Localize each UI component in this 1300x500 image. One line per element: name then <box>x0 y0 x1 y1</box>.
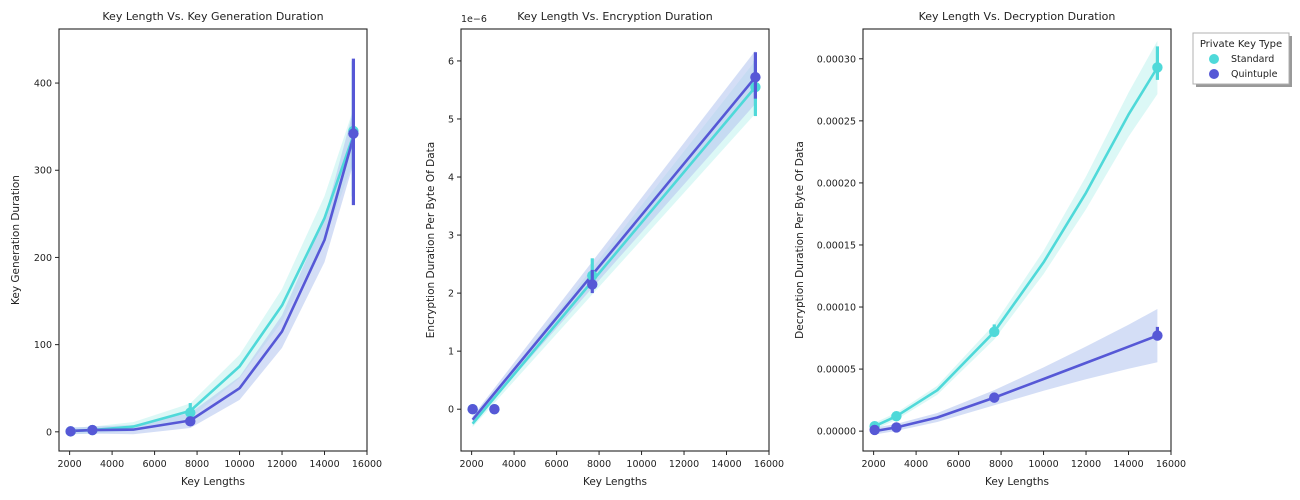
y-tick-label: 5 <box>448 114 454 125</box>
legend-label-standard: Standard <box>1231 54 1274 65</box>
x-axis-label: Key Lengths <box>181 476 245 488</box>
x-tick-label: 16000 <box>1156 459 1186 470</box>
x-tick-label: 12000 <box>267 459 297 470</box>
plot-area <box>65 58 359 437</box>
x-tick-label: 2000 <box>862 459 886 470</box>
data-point-standard <box>1152 62 1163 73</box>
y-tick-label: 3 <box>448 231 454 242</box>
y-tick-label: 400 <box>34 79 52 90</box>
confidence-band-quintuple <box>472 50 756 423</box>
y-tick-label: 0.00000 <box>817 427 856 438</box>
confidence-band-standard <box>70 108 354 435</box>
y-tick-label: 0.00010 <box>817 303 856 314</box>
x-tick-label: 8000 <box>185 459 209 470</box>
y-tick-label: 1 <box>448 347 454 358</box>
x-tick-label: 16000 <box>754 459 784 470</box>
chart-title: Key Length Vs. Decryption Duration <box>919 10 1116 23</box>
legend-label-quintuple: Quintuple <box>1231 69 1278 80</box>
data-point-quintuple <box>891 422 902 433</box>
y-tick-label: 0.00030 <box>817 54 856 65</box>
y-tick-label: 2 <box>448 289 454 300</box>
legend-box <box>1192 32 1290 85</box>
chart-title: Key Length Vs. Key Generation Duration <box>102 10 323 23</box>
x-tick-label: 6000 <box>946 459 970 470</box>
x-axis-label: Key Lengths <box>583 476 647 488</box>
legend-title: Private Key Type <box>1200 39 1282 50</box>
legend-marker-quintuple <box>1209 69 1219 79</box>
data-point-standard <box>989 326 1000 338</box>
axes-frame <box>862 28 1172 452</box>
data-point-quintuple <box>87 424 98 436</box>
fit-line-standard <box>471 86 757 425</box>
data-point-quintuple <box>989 392 1000 403</box>
data-point-quintuple <box>489 404 500 415</box>
confidence-band-quintuple <box>874 309 1158 435</box>
axes-frame <box>58 28 368 452</box>
y-tick-label: 0.00020 <box>817 178 856 189</box>
fit-line-quintuple <box>70 136 355 433</box>
x-tick-label: 4000 <box>904 459 928 470</box>
y-offset-label: 1e−6 <box>461 14 487 25</box>
data-point-quintuple <box>65 426 76 437</box>
data-point-quintuple <box>587 279 598 290</box>
chart-encryption: Key Length Vs. Encryption Duration Key L… <box>425 10 784 488</box>
fit-line-quintuple <box>471 76 757 421</box>
legend-marker-standard <box>1209 54 1219 64</box>
x-tick-label: 8000 <box>989 459 1013 470</box>
x-tick-label: 2000 <box>460 459 484 470</box>
x-tick-label: 2000 <box>58 459 82 470</box>
y-axis-label: Key Generation Duration <box>10 175 22 305</box>
y-tick-label: 300 <box>34 166 52 177</box>
x-axis-label: Key Lengths <box>985 476 1049 488</box>
data-point-quintuple <box>348 128 359 139</box>
data-point-standard <box>185 407 196 418</box>
x-tick-label: 12000 <box>669 459 699 470</box>
x-tick-label: 4000 <box>100 459 124 470</box>
y-tick-label: 100 <box>34 340 52 351</box>
legend: Private Key Type Standard Quintuple <box>1192 32 1292 87</box>
x-tick-label: 16000 <box>352 459 382 470</box>
x-tick-label: 4000 <box>502 459 526 470</box>
fit-line-quintuple <box>874 334 1158 433</box>
y-axis-label: Decryption Duration Per Byte Of Data <box>794 141 806 339</box>
y-tick-label: 200 <box>34 253 52 264</box>
axes-frame <box>460 28 770 452</box>
chart-title: Key Length Vs. Encryption Duration <box>517 10 712 23</box>
chart-key-generation: Key Length Vs. Key Generation Duration K… <box>10 10 382 488</box>
data-point-quintuple <box>185 416 196 427</box>
x-tick-label: 10000 <box>1028 459 1058 470</box>
y-tick-label: 0 <box>448 405 454 416</box>
x-tick-label: 12000 <box>1071 459 1101 470</box>
plot-area <box>467 50 761 428</box>
data-point-quintuple <box>869 424 880 436</box>
fit-line-standard <box>874 66 1159 428</box>
y-tick-label: 0.00005 <box>817 365 856 376</box>
y-tick-label: 0.00015 <box>817 240 856 251</box>
x-tick-label: 8000 <box>587 459 611 470</box>
y-axis-label: Encryption Duration Per Byte Of Data <box>425 142 437 338</box>
x-tick-label: 6000 <box>142 459 166 470</box>
y-tick-label: 4 <box>448 173 454 184</box>
x-tick-label: 10000 <box>626 459 656 470</box>
data-point-quintuple <box>750 71 761 83</box>
chart-decryption: Key Length Vs. Decryption Duration Key L… <box>794 10 1186 488</box>
data-point-standard <box>891 411 902 422</box>
x-tick-label: 6000 <box>544 459 568 470</box>
x-tick-label: 10000 <box>224 459 254 470</box>
x-tick-label: 14000 <box>711 459 741 470</box>
y-tick-label: 0.00025 <box>817 116 856 127</box>
data-point-quintuple <box>1152 330 1163 341</box>
x-tick-label: 14000 <box>309 459 339 470</box>
x-tick-label: 14000 <box>1113 459 1143 470</box>
y-tick-label: 0 <box>46 427 52 438</box>
y-tick-label: 6 <box>448 56 454 67</box>
plot-area <box>869 40 1163 436</box>
data-point-quintuple <box>467 404 478 415</box>
